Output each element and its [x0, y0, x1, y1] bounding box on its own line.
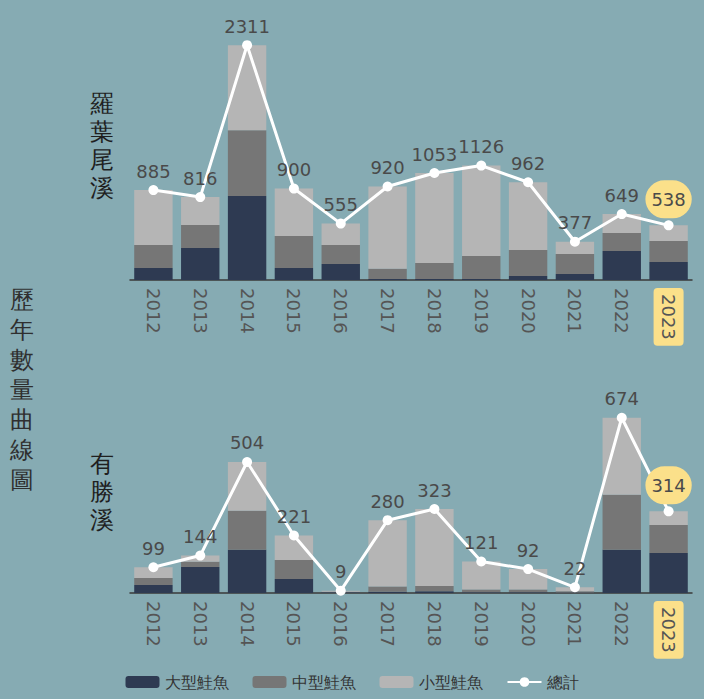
svg-text:280: 280: [370, 491, 404, 512]
svg-text:2022: 2022: [611, 601, 632, 647]
svg-text:羅: 羅: [90, 90, 114, 118]
svg-text:2022: 2022: [611, 288, 632, 334]
svg-text:2020: 2020: [518, 601, 539, 647]
svg-text:2012: 2012: [143, 601, 164, 647]
svg-text:圖: 圖: [10, 466, 34, 494]
svg-text:674: 674: [605, 388, 639, 409]
svg-text:大型鮭魚: 大型鮭魚: [165, 673, 229, 692]
svg-text:816: 816: [183, 168, 217, 189]
svg-text:2019: 2019: [471, 288, 492, 334]
svg-text:數: 數: [10, 346, 34, 374]
svg-text:勝: 勝: [90, 478, 114, 506]
svg-text:總計: 總計: [546, 673, 579, 692]
svg-text:920: 920: [370, 157, 404, 178]
svg-text:1126: 1126: [458, 136, 504, 157]
svg-text:2013: 2013: [190, 601, 211, 647]
svg-text:121: 121: [464, 532, 498, 553]
svg-text:2014: 2014: [237, 288, 258, 334]
svg-text:962: 962: [511, 153, 545, 174]
svg-text:555: 555: [324, 194, 358, 215]
svg-text:900: 900: [277, 159, 311, 180]
svg-text:2023: 2023: [658, 294, 679, 340]
svg-text:葉: 葉: [90, 118, 114, 146]
svg-text:221: 221: [277, 506, 311, 527]
svg-text:649: 649: [605, 185, 639, 206]
svg-text:線: 線: [9, 436, 34, 464]
svg-text:年: 年: [10, 316, 34, 344]
svg-text:2015: 2015: [283, 288, 304, 334]
svg-text:504: 504: [230, 432, 264, 453]
svg-text:22: 22: [563, 558, 586, 579]
svg-text:2015: 2015: [283, 601, 304, 647]
svg-text:1053: 1053: [412, 144, 458, 165]
svg-text:2021: 2021: [564, 288, 585, 334]
svg-text:2311: 2311: [224, 16, 270, 37]
svg-text:曲: 曲: [10, 406, 34, 434]
svg-text:溪: 溪: [90, 506, 114, 534]
svg-text:2013: 2013: [190, 288, 211, 334]
svg-text:有: 有: [90, 450, 114, 478]
svg-text:99: 99: [142, 538, 165, 559]
svg-text:2016: 2016: [330, 601, 351, 647]
svg-text:2021: 2021: [564, 601, 585, 647]
svg-text:2020: 2020: [518, 288, 539, 334]
svg-text:中型鮭魚: 中型鮭魚: [292, 673, 356, 692]
svg-text:溪: 溪: [90, 174, 114, 202]
svg-text:2018: 2018: [424, 601, 445, 647]
svg-text:2012: 2012: [143, 288, 164, 334]
svg-text:量: 量: [10, 376, 34, 404]
svg-text:92: 92: [517, 540, 540, 561]
svg-text:2018: 2018: [424, 288, 445, 334]
svg-text:9: 9: [335, 561, 346, 582]
svg-text:歷: 歷: [10, 286, 34, 314]
svg-text:2016: 2016: [330, 288, 351, 334]
svg-text:377: 377: [558, 212, 592, 233]
svg-text:2017: 2017: [377, 601, 398, 647]
svg-text:2019: 2019: [471, 601, 492, 647]
svg-text:2023: 2023: [658, 607, 679, 653]
svg-text:2014: 2014: [237, 601, 258, 647]
svg-text:2017: 2017: [377, 288, 398, 334]
svg-text:144: 144: [183, 526, 217, 547]
svg-text:314: 314: [651, 475, 685, 496]
svg-text:尾: 尾: [90, 146, 114, 174]
svg-text:323: 323: [417, 480, 451, 501]
svg-text:885: 885: [136, 161, 170, 182]
svg-text:小型鮭魚: 小型鮭魚: [419, 673, 483, 692]
svg-text:538: 538: [651, 189, 685, 210]
